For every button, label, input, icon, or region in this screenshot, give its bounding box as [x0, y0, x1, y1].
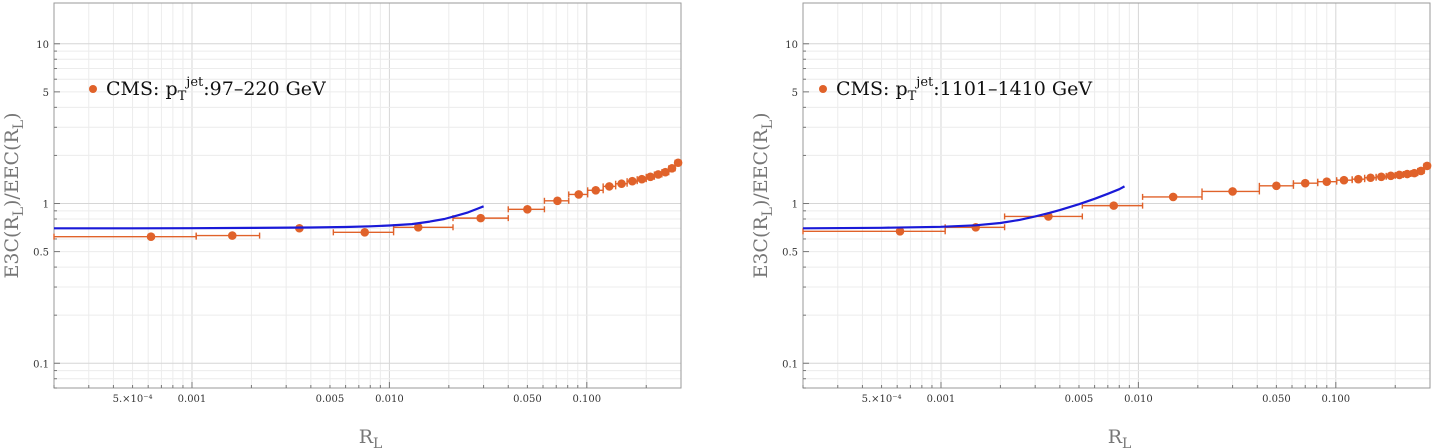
plot-frame	[53, 2, 682, 389]
data-point	[591, 185, 601, 195]
y-tick-label: 1	[43, 200, 49, 211]
cms-data-series	[802, 161, 1432, 236]
legend: CMS: pTjet:97–220 GeV	[89, 75, 326, 104]
data-point	[413, 222, 423, 232]
y-tick-label: 5	[43, 88, 49, 99]
data-point	[1228, 187, 1237, 196]
x-tick-label: 0.001	[178, 394, 207, 405]
data-point	[1366, 173, 1375, 183]
plot-frame	[802, 2, 1431, 389]
cms-data-series	[53, 158, 683, 241]
data-point	[617, 179, 626, 189]
data-point	[523, 205, 532, 214]
y-tick-label: 0.5	[33, 248, 49, 259]
x-tick-label: 5.×10⁻⁴	[862, 394, 902, 405]
y-tick-label: 0.1	[33, 359, 49, 370]
grid	[53, 3, 681, 389]
data-point	[653, 170, 663, 179]
x-tick-label: 0.005	[316, 394, 345, 405]
data-point	[1422, 161, 1432, 171]
y-axis-title: E3C(RL)/EEC(RL)	[750, 112, 776, 278]
legend-label: CMS: pTjet:1101–1410 GeV	[836, 75, 1092, 104]
legend-label: CMS: pTjet:97–220 GeV	[106, 75, 326, 104]
data-point	[1354, 174, 1363, 184]
data-point	[1377, 172, 1386, 182]
data-point	[1410, 168, 1419, 178]
x-tick-label: 0.010	[375, 394, 404, 405]
axis-ticks	[802, 43, 1396, 389]
x-tick-label: 5.×10⁻⁴	[113, 394, 153, 405]
y-tick-label: 1	[792, 200, 798, 211]
theory-curve	[802, 185, 1126, 230]
data-point	[673, 158, 683, 168]
chart-panel-right: 5.×10⁻⁴ 0.001 0.005 0.010 0.050 0.100 0.1 0.5 1 5…	[750, 2, 1432, 448]
data-point	[1168, 192, 1178, 202]
x-tick-label: 0.005	[1065, 394, 1094, 405]
data-point	[227, 231, 237, 240]
data-point	[605, 182, 614, 191]
data-point	[574, 190, 584, 199]
data-point	[1300, 178, 1310, 188]
x-tick-label: 0.001	[927, 394, 956, 405]
y-tick-label: 10	[36, 40, 49, 51]
data-point	[1416, 166, 1426, 176]
data-point	[476, 213, 485, 223]
y-tick-label: 0.5	[782, 248, 798, 259]
data-point	[1395, 170, 1404, 180]
x-tick-label: 0.100	[572, 394, 601, 405]
data-point	[895, 226, 905, 236]
data-point	[1272, 181, 1281, 191]
x-axis-title: RL	[1108, 426, 1132, 448]
data-point	[1402, 169, 1412, 179]
theory-curve	[54, 205, 484, 230]
data-point	[360, 228, 370, 237]
x-tick-label: 0.010	[1124, 394, 1153, 405]
grid	[802, 3, 1430, 389]
data-point	[1109, 201, 1119, 210]
data-point	[553, 196, 562, 206]
data-point	[1386, 171, 1396, 181]
chart-panel-left: 5.×10⁻⁴ 0.001 0.005 0.010 0.050 0.100 0.1 0.5 1 5…	[1, 2, 683, 448]
x-tick-label: 0.050	[1262, 394, 1291, 405]
y-tick-label: 0.1	[782, 359, 798, 370]
data-point	[146, 232, 156, 241]
legend-marker	[89, 85, 97, 93]
data-point	[1339, 175, 1349, 185]
legend-marker	[819, 85, 827, 93]
y-tick-label: 10	[785, 40, 798, 51]
data-point	[637, 174, 647, 184]
data-point	[1322, 177, 1332, 186]
y-tick-label: 5	[792, 88, 798, 99]
data-point	[646, 172, 655, 182]
y-axis-title: E3C(RL)/EEC(RL)	[1, 112, 27, 278]
legend: CMS: pTjet:1101–1410 GeV	[819, 75, 1092, 104]
data-point	[628, 176, 637, 186]
data-point	[667, 164, 677, 173]
data-point	[661, 167, 670, 177]
x-tick-label: 0.100	[1321, 394, 1350, 405]
x-axis-title: RL	[359, 426, 383, 448]
x-tick-label: 0.050	[513, 394, 542, 405]
